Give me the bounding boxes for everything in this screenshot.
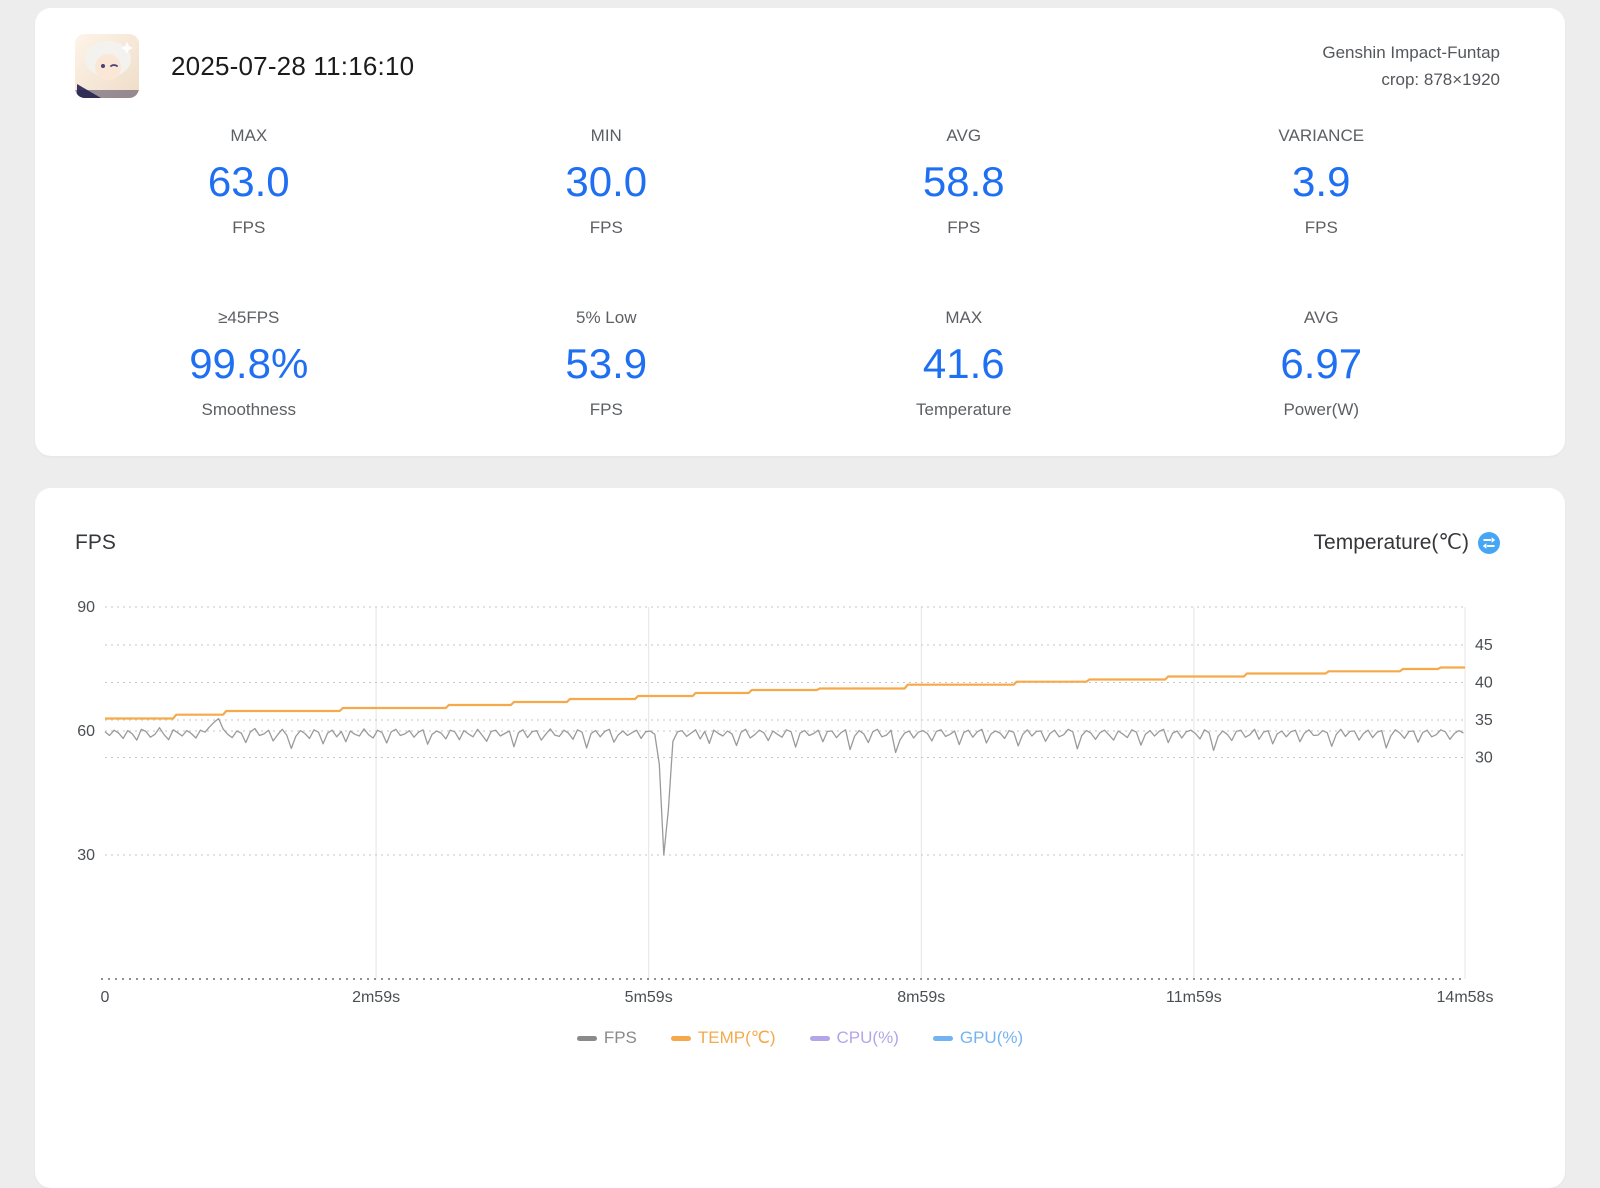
stat-value: 58.8: [922, 158, 1005, 205]
stat-unit: FPS: [589, 218, 623, 237]
legend-item-temp[interactable]: TEMP(℃): [670, 1028, 776, 1048]
stat: AVG 58.8 FPS: [785, 126, 1143, 238]
stat: VARIANCE 3.9 FPS: [1143, 126, 1501, 238]
svg-text:90: 90: [77, 599, 95, 616]
legend-item-cpu[interactable]: CPU(%): [809, 1028, 899, 1048]
stats-row-1: MAX 63.0 FPS MIN 30.0 FPS AVG 58.8 FPS VARIANCE 3.…: [70, 126, 1500, 238]
stat-unit: Power(W): [1283, 400, 1360, 419]
axis-swap-icon[interactable]: [1478, 531, 1500, 554]
stats-row-2: ≥45FPS 99.8% Smoothness 5% Low 53.9 FPS MAX 41.…: [70, 308, 1500, 420]
fps-axis-title: FPS: [75, 530, 116, 554]
legend-marker: [670, 1035, 691, 1041]
svg-text:2m59s: 2m59s: [352, 989, 400, 1006]
app-header-row: 2025-07-28 11:16:10 Genshin Impact-Funta…: [75, 34, 1500, 98]
legend-marker: [809, 1035, 830, 1041]
performance-chart: 90 60 30 45 40 35 30 0 2m59s 5m59s 8m59s 11m59s 14m5…: [77, 599, 1494, 1006]
legend-item-fps[interactable]: FPS: [576, 1028, 637, 1048]
svg-text:35: 35: [1475, 712, 1493, 729]
chart-card: FPS Temperature(℃) 90 60 30 45 40 35 30 0 2m59s 5…: [35, 488, 1565, 1188]
svg-text:5m59s: 5m59s: [625, 989, 673, 1006]
legend-item-gpu[interactable]: GPU(%): [932, 1028, 1024, 1048]
stat-label: MIN: [590, 126, 622, 145]
stat: ≥45FPS 99.8% Smoothness: [70, 308, 428, 420]
svg-text:8m59s: 8m59s: [897, 989, 945, 1006]
stat-unit: FPS: [232, 218, 266, 237]
temperature-axis-title: Temperature(℃): [1313, 531, 1469, 554]
stat: 5% Low 53.9 FPS: [428, 308, 786, 420]
stat-value: 99.8%: [189, 340, 309, 387]
svg-text:14m58s: 14m58s: [1437, 989, 1494, 1006]
legend-label: TEMP(℃): [697, 1028, 776, 1047]
legend-label: GPU(%): [959, 1028, 1024, 1047]
svg-text:11m59s: 11m59s: [1166, 989, 1222, 1006]
legend-marker: [932, 1035, 953, 1041]
stat-label: VARIANCE: [1278, 126, 1365, 145]
stat-value: 53.9: [565, 340, 648, 387]
stat-unit: FPS: [1304, 218, 1338, 237]
crop-info: crop: 878×1920: [1381, 70, 1500, 89]
capture-timestamp: 2025-07-28 11:16:10: [171, 50, 415, 81]
legend-label: CPU(%): [836, 1028, 899, 1047]
svg-text:0: 0: [101, 989, 110, 1006]
stat-unit: Temperature: [916, 400, 1012, 419]
stat-label: MAX: [230, 126, 268, 145]
stat-label: ≥45FPS: [218, 308, 280, 327]
svg-text:60: 60: [77, 723, 95, 740]
temperature-axis-title-wrap: Temperature(℃): [1314, 530, 1500, 555]
stat-label: AVG: [946, 126, 982, 145]
stat-unit: Smoothness: [201, 400, 297, 419]
stat-label: AVG: [1303, 308, 1339, 327]
svg-text:40: 40: [1475, 675, 1493, 692]
perf-report-page: { "header": { "timestamp": "2025-07-28 1…: [35, 8, 1565, 1188]
legend-label: FPS: [603, 1028, 637, 1047]
svg-text:30: 30: [1475, 750, 1493, 767]
app-icon: [75, 34, 139, 98]
stat-value: 3.9: [1292, 158, 1351, 205]
stat-unit: FPS: [947, 218, 981, 237]
stat-label: 5% Low: [576, 308, 637, 327]
stat-unit: FPS: [589, 400, 623, 419]
svg-text:30: 30: [77, 847, 95, 864]
stat-value: 63.0: [207, 158, 290, 205]
stat: MAX 41.6 Temperature: [785, 308, 1143, 420]
chart-header: FPS Temperature(℃): [75, 530, 1500, 555]
stat-value: 41.6: [922, 340, 1005, 387]
app-name: Genshin Impact-Funtap: [1322, 43, 1500, 62]
chart-legend: FPS TEMP(℃) CPU(%) GPU(%): [35, 1028, 1565, 1048]
capture-meta: Genshin Impact-Funtap crop: 878×1920: [1322, 39, 1500, 93]
stat: MAX 63.0 FPS: [70, 126, 428, 238]
summary-card: 2025-07-28 11:16:10 Genshin Impact-Funta…: [35, 8, 1565, 456]
stat: MIN 30.0 FPS: [428, 126, 786, 238]
stat: AVG 6.97 Power(W): [1143, 308, 1501, 420]
stat-value: 6.97: [1280, 340, 1363, 387]
app-icon-art: [75, 34, 139, 98]
svg-text:45: 45: [1475, 637, 1493, 654]
legend-marker: [576, 1035, 597, 1041]
stat-value: 30.0: [565, 158, 648, 205]
stat-label: MAX: [945, 308, 983, 327]
